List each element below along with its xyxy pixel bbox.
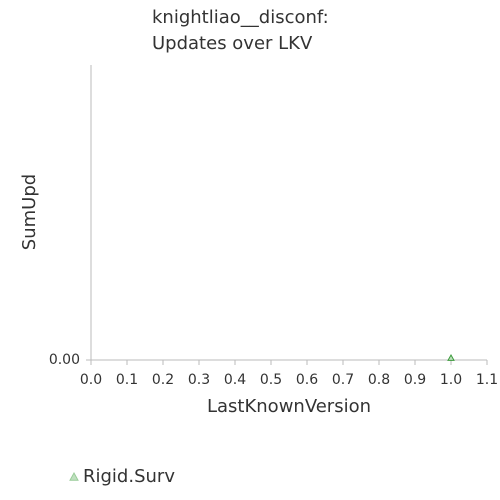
y-tick-label: 0.00: [49, 352, 80, 368]
x-tick-label: 0.4: [224, 372, 246, 388]
x-tick-label: 1.1: [476, 372, 498, 388]
x-tick-label: 1.0: [440, 372, 462, 388]
chart-title: Updates over LKV: [152, 33, 313, 54]
x-tick-label: 0.9: [404, 372, 426, 388]
legend-label: Rigid.Surv: [83, 466, 175, 487]
x-axis-label: LastKnownVersion: [207, 396, 371, 417]
point: [447, 353, 455, 361]
x-tick-label: 0.5: [260, 372, 282, 388]
x-tick-label: 0.1: [116, 372, 138, 388]
legend-marker: [69, 471, 79, 481]
x-tick-label: 0.6: [296, 372, 318, 388]
x-tick-label: 0.2: [152, 372, 174, 388]
x-tick-label: 0.7: [332, 372, 354, 388]
chart-title: knightliao__disconf:: [152, 7, 329, 28]
y-axis-label: SumUpd: [19, 174, 40, 250]
x-tick-label: 0.0: [80, 372, 102, 388]
x-tick-label: 0.3: [188, 372, 210, 388]
x-tick-label: 0.8: [368, 372, 390, 388]
